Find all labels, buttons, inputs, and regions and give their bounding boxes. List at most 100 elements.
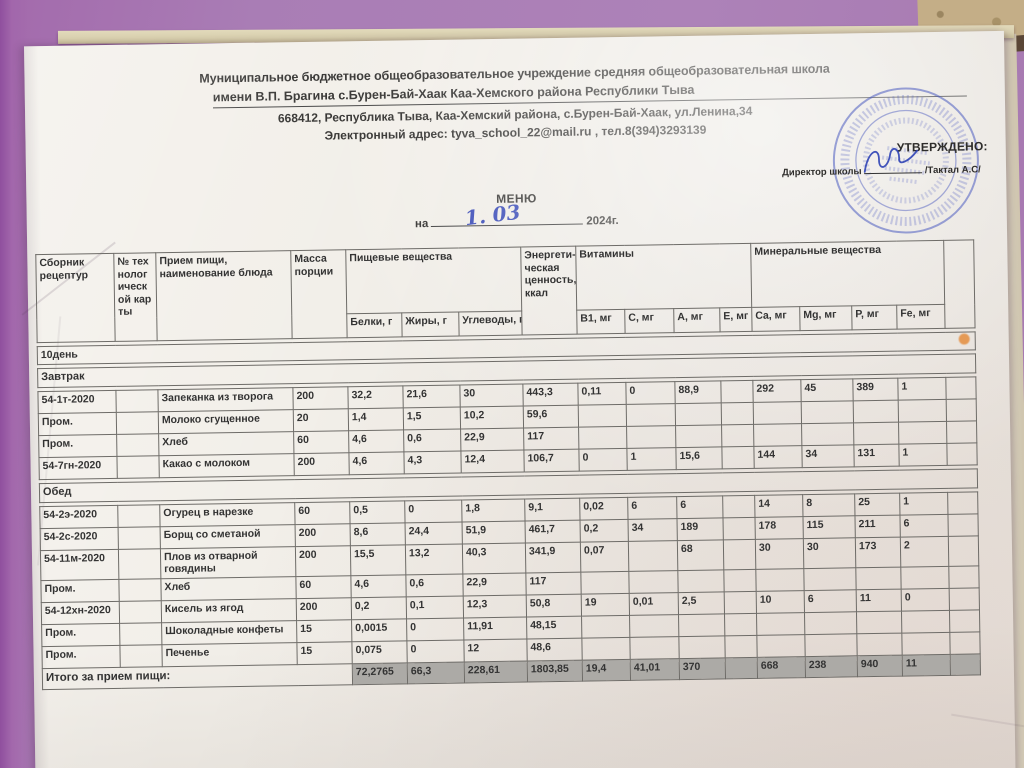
table-cell: 30 — [459, 383, 524, 407]
table-cell: 341,9 — [525, 541, 581, 573]
table-cell: 54-2с-2020 — [40, 526, 119, 551]
table-cell: Пром. — [41, 645, 121, 669]
total-cell: 19,4 — [582, 659, 631, 681]
table-cell: 0,6 — [405, 573, 464, 597]
table-cell: 10,2 — [460, 405, 524, 429]
table-cell — [898, 420, 947, 444]
table-cell: 68 — [677, 539, 724, 571]
col-header-meal: Прием пищи, наименование блюда — [155, 250, 293, 341]
col-header-mg: Mg, мг — [799, 305, 853, 331]
table-cell — [755, 568, 805, 592]
col-header-carbs: Углеводы, г — [458, 311, 523, 337]
col-header-recipe-book: Сборник рецептур — [35, 253, 116, 343]
table-cell — [723, 538, 756, 570]
table-cell: 50,8 — [526, 593, 582, 617]
table-cell — [900, 566, 950, 589]
table-cell: 0,5 — [349, 500, 406, 524]
table-cell: 0,11 — [577, 381, 627, 405]
blank-cell — [946, 398, 977, 421]
table-cell — [118, 526, 161, 549]
table-cell: 51,9 — [462, 520, 526, 544]
table-cell: 12,4 — [460, 449, 525, 473]
table-cell: 6 — [899, 513, 949, 537]
table-cell — [580, 571, 630, 594]
table-cell: 0,07 — [580, 540, 629, 572]
table-cell: 0,6 — [403, 428, 461, 452]
table-cell: 14 — [754, 494, 803, 517]
table-cell: 1,4 — [348, 407, 404, 431]
table-cell: 32,2 — [347, 385, 404, 409]
table-cell: 200 — [292, 386, 349, 410]
table-cell: 211 — [854, 514, 901, 538]
table-cell — [803, 567, 857, 591]
table-cell: 6 — [676, 495, 723, 519]
table-cell: 9,1 — [524, 497, 581, 521]
table-cell: 178 — [754, 516, 804, 539]
table-cell: Плов из отварной говядины — [160, 546, 296, 579]
col-header-c: С, мг — [624, 308, 675, 334]
table-cell: 12 — [463, 638, 528, 662]
table-cell — [116, 455, 160, 478]
table-cell — [753, 423, 802, 446]
table-cell: 117 — [525, 571, 582, 595]
table-cell: 40,3 — [462, 542, 526, 574]
table-cell: 1,5 — [403, 406, 461, 430]
date-suffix: 2024г. — [586, 215, 619, 228]
table-cell: Молоко сгущенное — [158, 409, 294, 434]
total-label: Итого за прием пищи: — [42, 663, 353, 690]
table-cell: 60 — [294, 501, 351, 525]
blank-cell — [947, 513, 979, 536]
col-header-blank — [943, 239, 976, 329]
table-cell: Борщ со сметаной — [160, 524, 296, 549]
table-cell — [723, 569, 757, 592]
total-cell: 370 — [679, 657, 726, 680]
round-stamp-icon — [827, 81, 985, 239]
table-cell — [756, 634, 806, 658]
total-cell: 1803,85 — [527, 659, 583, 682]
table-cell: 2 — [900, 535, 949, 567]
group-header-nutrients: Пищевые вещества — [345, 247, 522, 314]
table-cell: 4,3 — [403, 450, 462, 474]
col-header-e: Е, мг — [719, 307, 753, 332]
table-cell: Хлеб — [160, 576, 297, 601]
table-cell: 88,9 — [674, 380, 722, 404]
table-cell — [629, 614, 679, 638]
table-cell — [756, 612, 805, 636]
table-cell — [578, 425, 627, 449]
table-cell — [628, 540, 678, 572]
table-cell: 389 — [852, 377, 899, 401]
table-cell: 34 — [628, 518, 678, 541]
table-cell — [116, 433, 159, 456]
col-header-ca: Ca, мг — [751, 306, 801, 332]
table-cell: 1,8 — [461, 498, 526, 522]
table-cell: Хлеб — [158, 431, 294, 456]
table-cell: 189 — [676, 517, 724, 541]
total-cell: 940 — [857, 654, 903, 677]
table-cell: 54-11м-2020 — [40, 548, 119, 581]
total-cell: 11 — [902, 654, 951, 676]
menu-document-paper: Муниципальное бюджетное общеобразователь… — [21, 30, 1024, 768]
table-cell: 2,5 — [678, 591, 725, 615]
table-cell: Пром. — [38, 412, 117, 436]
table-cell — [801, 422, 854, 446]
blank-cell — [949, 609, 980, 633]
table-cell: 15,6 — [675, 446, 723, 470]
table-cell: Кисель из ягод — [161, 598, 297, 623]
blank-cell — [945, 376, 977, 399]
table-cell — [901, 610, 950, 633]
total-cell: 238 — [805, 655, 858, 678]
table-cell — [119, 600, 162, 624]
table-cell: 24,4 — [405, 521, 463, 545]
table-cell: 0 — [901, 588, 950, 611]
table-cell: 4,6 — [348, 429, 404, 453]
table-cell — [115, 389, 159, 413]
table-cell — [721, 445, 755, 469]
table-cell — [578, 403, 627, 427]
table-cell: Запеканка из творога — [157, 387, 294, 412]
table-cell — [801, 400, 854, 424]
col-header-a: А, мг — [673, 307, 721, 333]
total-cell: 668 — [757, 656, 806, 679]
col-header-protein: Белки, г — [346, 312, 403, 338]
table-cell — [118, 548, 161, 580]
